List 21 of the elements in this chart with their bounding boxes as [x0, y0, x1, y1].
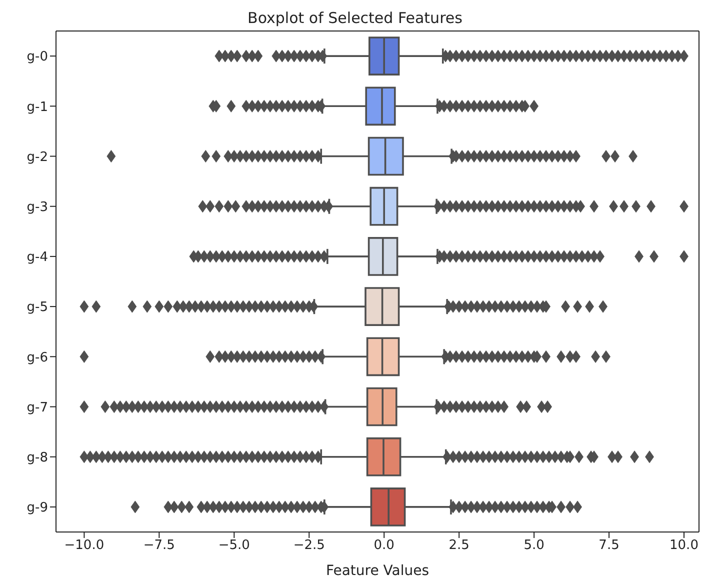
- x-axis-title: Feature Values: [326, 563, 430, 579]
- x-tick-label: −7.5: [143, 538, 175, 554]
- y-tick-label: g-1: [26, 100, 48, 115]
- x-tick-label: −5.0: [218, 538, 250, 554]
- x-tick-label: −10.0: [64, 538, 104, 554]
- chart-title: Boxplot of Selected Features: [246, 8, 464, 29]
- y-tick-label: g-3: [26, 200, 48, 215]
- x-tick-label: 2.5: [448, 538, 470, 554]
- x-tick-label: 10.0: [670, 538, 698, 554]
- y-tick-label: g-2: [26, 150, 48, 165]
- y-tick-label: g-9: [26, 500, 48, 516]
- y-tick-label: g-7: [26, 400, 48, 416]
- y-tick-label: g-6: [26, 350, 48, 366]
- x-tick-label: 7.5: [598, 538, 620, 554]
- y-tick-label: g-0: [26, 50, 48, 65]
- y-tick-label: g-4: [26, 250, 48, 266]
- x-tick-label: −2.5: [293, 538, 325, 554]
- x-tick-label: 0.0: [374, 538, 394, 554]
- x-tick-label: 5.0: [524, 538, 544, 554]
- y-tick-label: g-8: [26, 450, 48, 466]
- y-tick-label: g-5: [26, 300, 48, 316]
